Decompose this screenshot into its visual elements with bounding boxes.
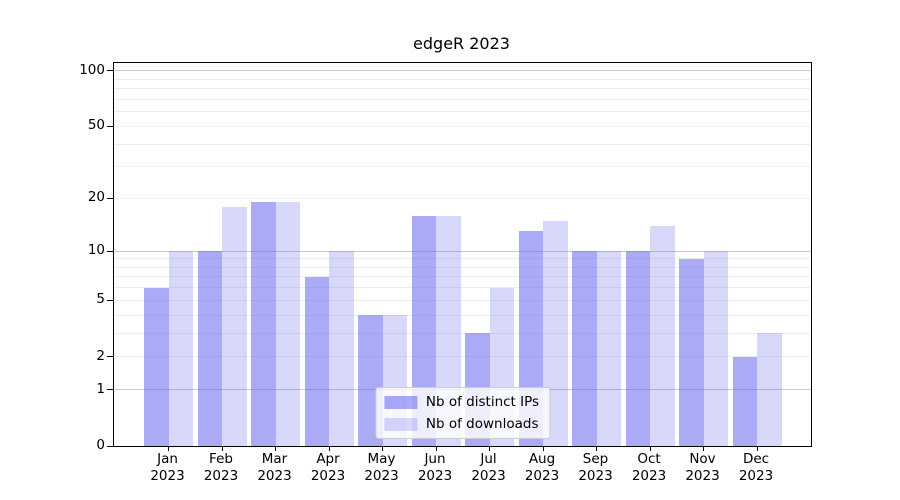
plot-area: Nb of distinct IPs Nb of downloads — [107, 62, 812, 451]
minor-gridline — [114, 356, 811, 358]
x-tick-mark — [596, 446, 598, 451]
x-tick-label-may: May 2023 — [364, 451, 399, 484]
y-tick-mark — [107, 389, 114, 391]
y-tick-label: 50 — [87, 117, 105, 134]
x-tick-label-apr: Apr 2023 — [310, 451, 346, 484]
y-tick-mark — [107, 445, 114, 447]
y-tick-label: 10 — [87, 242, 105, 259]
minor-gridline — [114, 266, 811, 268]
bar-oct-downloads — [650, 225, 675, 446]
bar-mar-distinct-ips — [251, 202, 276, 446]
y-tick-label: 100 — [79, 61, 105, 78]
x-tick-mark — [168, 446, 170, 451]
y-tick-label: 1 — [96, 380, 105, 397]
x-tick-label-nov: Nov 2023 — [685, 451, 720, 484]
minor-gridline — [114, 125, 811, 127]
minor-gridline — [114, 98, 811, 100]
y-tick-mark — [107, 356, 114, 358]
bar-nov-downloads — [703, 251, 728, 446]
x-tick-label-mar: Mar 2023 — [257, 451, 292, 484]
bar-mar-downloads — [275, 202, 300, 446]
legend-swatch-distinct-ips — [383, 395, 417, 409]
bar-feb-distinct-ips — [197, 251, 222, 446]
bar-dec-distinct-ips — [732, 356, 757, 446]
x-tick-label-jan: Jan 2023 — [150, 451, 185, 484]
x-tick-label-oct: Oct 2023 — [631, 451, 667, 484]
x-tick-label-dec: Dec 2023 — [738, 451, 774, 484]
bar-nov-distinct-ips — [679, 258, 704, 446]
minor-gridline — [114, 78, 811, 80]
x-tick-mark — [382, 446, 384, 451]
minor-gridline — [114, 88, 811, 90]
bar-oct-distinct-ips — [625, 251, 650, 446]
legend-label-distinct-ips: Nb of distinct IPs — [425, 394, 540, 410]
minor-gridline — [114, 111, 811, 113]
x-tick-mark — [275, 446, 277, 451]
x-tick-mark — [649, 446, 651, 451]
x-tick-mark — [328, 446, 330, 451]
bar-jan-distinct-ips — [144, 287, 169, 446]
minor-gridline — [114, 314, 811, 316]
x-tick-mark — [703, 446, 705, 451]
y-tick-label: 5 — [96, 291, 105, 308]
major-gridline — [114, 70, 811, 72]
minor-gridline — [114, 287, 811, 289]
chart-title: edgeR 2023 — [413, 34, 510, 53]
legend-item-downloads: Nb of downloads — [383, 416, 539, 432]
y-tick-label: 20 — [87, 189, 105, 206]
y-tick-label: 2 — [96, 347, 105, 364]
legend: Nb of distinct IPs Nb of downloads — [374, 387, 551, 439]
x-tick-label-jul: Jul 2023 — [471, 451, 506, 484]
minor-gridline — [114, 258, 811, 260]
x-tick-label-feb: Feb 2023 — [203, 451, 239, 484]
x-tick-mark — [435, 446, 437, 451]
bar-sep-downloads — [596, 251, 621, 446]
minor-gridline — [114, 332, 811, 334]
legend-label-downloads: Nb of downloads — [425, 416, 539, 432]
y-tick-mark — [107, 70, 114, 72]
minor-gridline — [114, 143, 811, 145]
bar-jan-downloads — [168, 251, 193, 446]
legend-swatch-downloads — [383, 417, 417, 431]
y-tick-mark — [107, 197, 114, 200]
x-tick-label-jun: Jun 2023 — [417, 451, 453, 484]
y-tick-label: 0 — [96, 437, 105, 453]
x-tick-mark — [756, 446, 758, 451]
bar-apr-distinct-ips — [304, 276, 329, 446]
y-tick-mark — [107, 125, 114, 128]
x-tick-mark — [542, 446, 544, 451]
minor-gridline — [114, 197, 811, 199]
minor-gridline — [114, 276, 811, 278]
minor-gridline — [114, 166, 811, 168]
bar-apr-downloads — [329, 251, 354, 446]
y-tick-mark — [107, 250, 114, 252]
x-tick-label-aug: Aug 2023 — [524, 451, 560, 484]
bar-dec-downloads — [757, 333, 782, 446]
major-gridline — [114, 250, 811, 252]
x-tick-mark — [489, 446, 491, 451]
minor-gridline — [114, 299, 811, 301]
x-tick-label-sep: Sep 2023 — [578, 451, 613, 484]
legend-item-distinct-ips: Nb of distinct IPs — [383, 394, 540, 410]
x-tick-mark — [221, 446, 223, 451]
bar-feb-downloads — [222, 206, 247, 446]
bar-sep-distinct-ips — [572, 251, 597, 446]
y-tick-mark — [107, 299, 114, 302]
